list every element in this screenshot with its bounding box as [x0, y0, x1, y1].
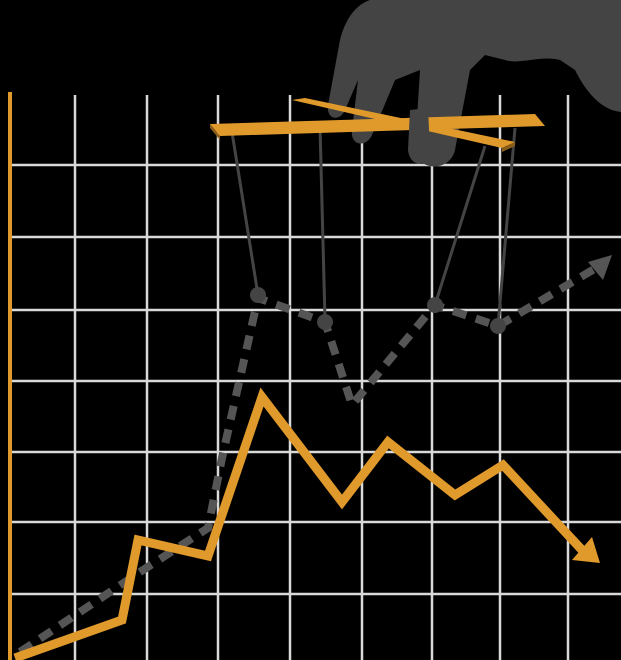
joint [490, 318, 506, 334]
string [230, 131, 260, 296]
string [318, 125, 327, 321]
finger [408, 108, 430, 164]
joints [250, 287, 506, 334]
control-bar [210, 114, 545, 136]
joint [427, 297, 443, 313]
control-bar-edge [210, 124, 220, 140]
string [433, 145, 487, 306]
joint [317, 314, 333, 330]
strings [230, 125, 517, 327]
grid [10, 95, 621, 660]
joint [250, 287, 266, 303]
hand [327, 0, 621, 167]
dashed-arrow-head [588, 255, 612, 280]
control-bar [292, 98, 515, 148]
string [496, 127, 517, 327]
trend-line [13, 387, 586, 660]
control-bar-edge [502, 142, 515, 152]
trend-arrow-head [572, 537, 600, 563]
